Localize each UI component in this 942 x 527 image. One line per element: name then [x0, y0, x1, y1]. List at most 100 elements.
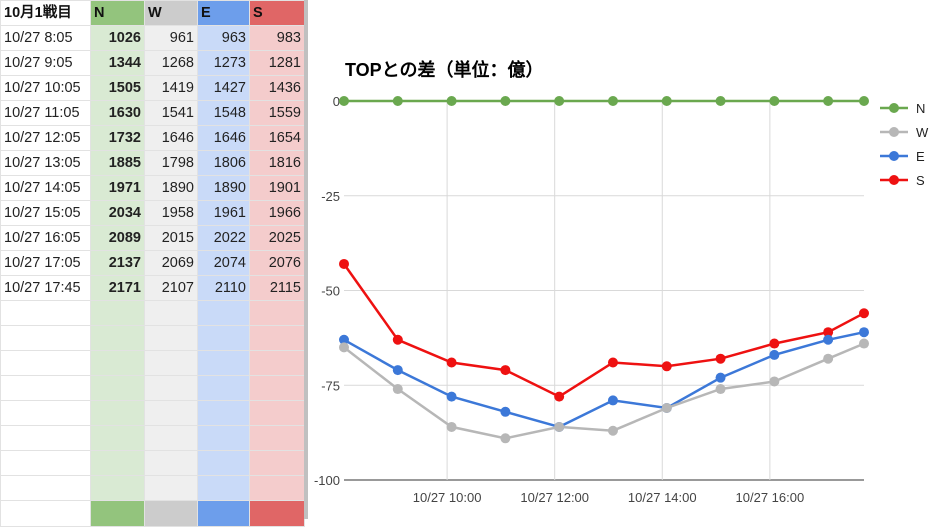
- empty-cell[interactable]: [91, 376, 145, 401]
- cell-s[interactable]: 983: [250, 26, 305, 51]
- cell-s[interactable]: 1281: [250, 51, 305, 76]
- empty-cell[interactable]: [198, 451, 250, 476]
- empty-cell[interactable]: [1, 376, 91, 401]
- cell-s[interactable]: 2025: [250, 226, 305, 251]
- cell-e[interactable]: 2074: [198, 251, 250, 276]
- empty-cell[interactable]: [91, 401, 145, 426]
- cell-n[interactable]: 1505: [91, 76, 145, 101]
- empty-cell[interactable]: [198, 476, 250, 501]
- empty-cell[interactable]: [250, 451, 305, 476]
- empty-cell[interactable]: [91, 476, 145, 501]
- empty-cell[interactable]: [91, 301, 145, 326]
- empty-cell[interactable]: [198, 401, 250, 426]
- empty-cell[interactable]: [145, 401, 198, 426]
- cell-n[interactable]: 2034: [91, 201, 145, 226]
- empty-cell[interactable]: [91, 426, 145, 451]
- empty-cell[interactable]: [198, 376, 250, 401]
- cell-time[interactable]: 10/27 9:05: [1, 51, 91, 76]
- cell-n[interactable]: 1344: [91, 51, 145, 76]
- header-cell-w[interactable]: W: [145, 1, 198, 26]
- cell-e[interactable]: 1427: [198, 76, 250, 101]
- cell-n[interactable]: 1885: [91, 151, 145, 176]
- empty-cell[interactable]: [250, 326, 305, 351]
- cell-e[interactable]: 1548: [198, 101, 250, 126]
- color-swatch-w[interactable]: [145, 501, 198, 527]
- cell-e[interactable]: 1646: [198, 126, 250, 151]
- cell-time[interactable]: 10/27 10:05: [1, 76, 91, 101]
- cell-time[interactable]: 10/27 17:05: [1, 251, 91, 276]
- empty-cell[interactable]: [250, 401, 305, 426]
- cell-w[interactable]: 2069: [145, 251, 198, 276]
- color-swatch-n[interactable]: [91, 501, 145, 527]
- cell-s[interactable]: 2076: [250, 251, 305, 276]
- cell-w[interactable]: 1268: [145, 51, 198, 76]
- empty-cell[interactable]: [198, 301, 250, 326]
- cell-s[interactable]: 1816: [250, 151, 305, 176]
- empty-cell[interactable]: [198, 426, 250, 451]
- cell-n[interactable]: 1630: [91, 101, 145, 126]
- empty-cell[interactable]: [1, 301, 91, 326]
- cell-time[interactable]: 10/27 15:05: [1, 201, 91, 226]
- empty-cell[interactable]: [250, 426, 305, 451]
- empty-cell[interactable]: [198, 351, 250, 376]
- empty-cell[interactable]: [250, 476, 305, 501]
- cell-e[interactable]: 1806: [198, 151, 250, 176]
- empty-cell[interactable]: [91, 351, 145, 376]
- cell-w[interactable]: 1419: [145, 76, 198, 101]
- cell-w[interactable]: 1646: [145, 126, 198, 151]
- cell-w[interactable]: 2015: [145, 226, 198, 251]
- cell-n[interactable]: 2089: [91, 226, 145, 251]
- header-cell-n[interactable]: N: [91, 1, 145, 26]
- cell-s[interactable]: 1901: [250, 176, 305, 201]
- empty-cell[interactable]: [1, 501, 91, 527]
- cell-time[interactable]: 10/27 11:05: [1, 101, 91, 126]
- cell-n[interactable]: 2137: [91, 251, 145, 276]
- empty-cell[interactable]: [145, 476, 198, 501]
- empty-cell[interactable]: [250, 301, 305, 326]
- cell-s[interactable]: 1654: [250, 126, 305, 151]
- color-swatch-s[interactable]: [250, 501, 305, 527]
- cell-e[interactable]: 1961: [198, 201, 250, 226]
- empty-cell[interactable]: [1, 476, 91, 501]
- cell-time[interactable]: 10/27 14:05: [1, 176, 91, 201]
- empty-cell[interactable]: [145, 301, 198, 326]
- cell-w[interactable]: 1958: [145, 201, 198, 226]
- cell-s[interactable]: 1436: [250, 76, 305, 101]
- empty-cell[interactable]: [145, 351, 198, 376]
- empty-cell[interactable]: [250, 351, 305, 376]
- empty-cell[interactable]: [1, 401, 91, 426]
- empty-cell[interactable]: [145, 451, 198, 476]
- empty-cell[interactable]: [145, 376, 198, 401]
- empty-cell[interactable]: [91, 326, 145, 351]
- cell-time[interactable]: 10/27 17:45: [1, 276, 91, 301]
- cell-n[interactable]: 1971: [91, 176, 145, 201]
- cell-w[interactable]: 1541: [145, 101, 198, 126]
- cell-n[interactable]: 2171: [91, 276, 145, 301]
- cell-s[interactable]: 1966: [250, 201, 305, 226]
- empty-cell[interactable]: [145, 426, 198, 451]
- cell-time[interactable]: 10/27 16:05: [1, 226, 91, 251]
- empty-cell[interactable]: [250, 376, 305, 401]
- cell-w[interactable]: 1798: [145, 151, 198, 176]
- cell-e[interactable]: 1273: [198, 51, 250, 76]
- empty-cell[interactable]: [1, 426, 91, 451]
- cell-time[interactable]: 10/27 8:05: [1, 26, 91, 51]
- cell-n[interactable]: 1026: [91, 26, 145, 51]
- color-swatch-e[interactable]: [198, 501, 250, 527]
- cell-e[interactable]: 1890: [198, 176, 250, 201]
- header-cell-s[interactable]: S: [250, 1, 305, 26]
- cell-w[interactable]: 1890: [145, 176, 198, 201]
- cell-w[interactable]: 2107: [145, 276, 198, 301]
- empty-cell[interactable]: [1, 351, 91, 376]
- empty-cell[interactable]: [198, 326, 250, 351]
- empty-cell[interactable]: [91, 451, 145, 476]
- cell-e[interactable]: 2022: [198, 226, 250, 251]
- cell-time[interactable]: 10/27 12:05: [1, 126, 91, 151]
- header-cell-e[interactable]: E: [198, 1, 250, 26]
- cell-s[interactable]: 2115: [250, 276, 305, 301]
- header-cell-time[interactable]: 10月1戦目: [1, 1, 91, 26]
- cell-s[interactable]: 1559: [250, 101, 305, 126]
- empty-cell[interactable]: [1, 326, 91, 351]
- cell-time[interactable]: 10/27 13:05: [1, 151, 91, 176]
- cell-e[interactable]: 2110: [198, 276, 250, 301]
